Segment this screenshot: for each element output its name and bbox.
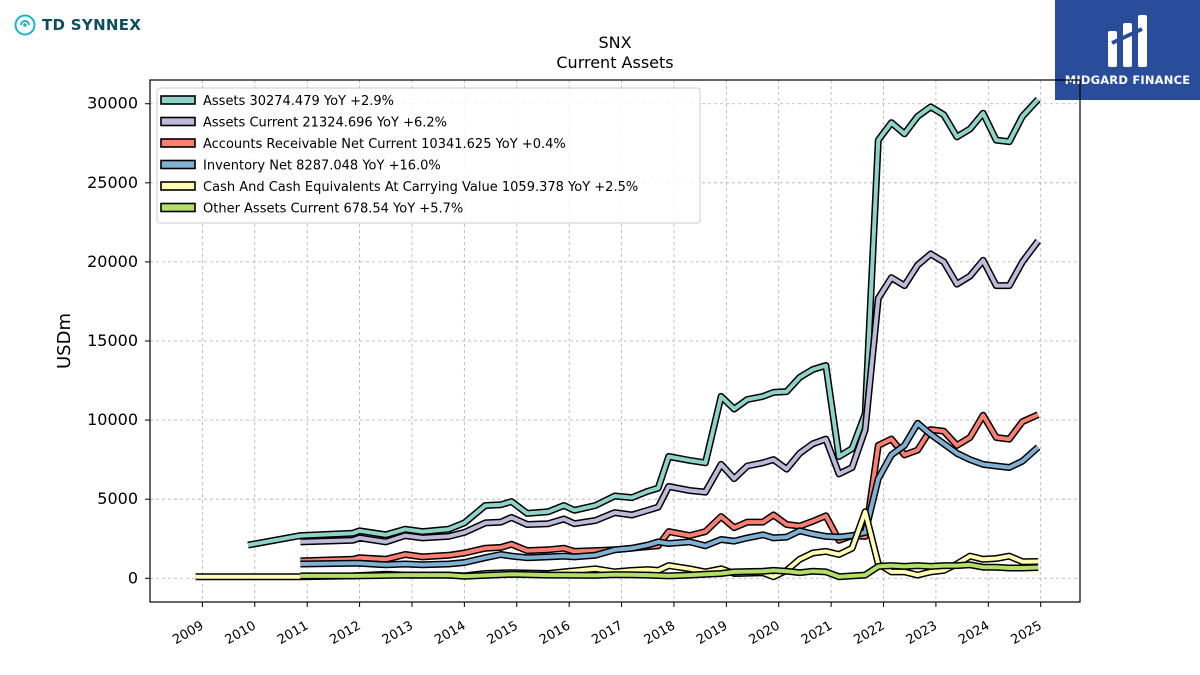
legend-label: Inventory Net 8287.048 YoY +16.0%: [203, 159, 441, 174]
legend-label: Accounts Receivable Net Current 10341.62…: [203, 137, 566, 152]
x-tick-label: 2020: [747, 618, 783, 648]
y-tick-label: 30000: [87, 94, 138, 113]
y-axis-label: USDm: [54, 313, 75, 369]
series-line: [247, 97, 1041, 549]
legend-item: Accounts Receivable Net Current 10341.62…: [160, 137, 566, 152]
x-tick-label: 2009: [170, 618, 206, 648]
x-tick-label: 2018: [642, 618, 678, 648]
legend-item: Assets 30274.479 YoY +2.9%: [160, 94, 394, 109]
midgard-logo-icon: [1107, 15, 1147, 67]
series-line: [300, 411, 1040, 565]
series-line-stroke: [300, 421, 1040, 567]
x-tick-label: 2016: [537, 618, 573, 648]
legend-label: Assets Current 21324.696 YoY +6.2%: [203, 116, 447, 131]
x-tick-label: 2010: [223, 618, 259, 648]
y-tick-label: 20000: [87, 252, 138, 271]
brand-logo: TD SYNNEX: [14, 14, 141, 36]
x-tick-label: 2013: [380, 618, 416, 648]
x-tick-label: 2015: [485, 618, 521, 648]
legend-item: Cash And Cash Equivalents At Carrying Va…: [160, 180, 638, 195]
legend: Assets 30274.479 YoY +2.9% Assets Current…: [156, 87, 701, 224]
badge-name: MIDGARD FINANCE: [1064, 73, 1191, 87]
series-line-stroke: [300, 562, 1039, 579]
legend-label: Assets 30274.479 YoY +2.9%: [203, 94, 394, 109]
legend-swatch: [160, 116, 196, 127]
x-tick-label: 2021: [799, 618, 835, 648]
legend-swatch: [160, 159, 196, 170]
x-tick-label: 2023: [904, 618, 940, 648]
y-axis: 0 5000 10000 15000 20000 25000 30000: [87, 94, 150, 587]
series-line: [300, 238, 1041, 546]
x-tick-label: 2024: [956, 618, 992, 648]
legend-item: Other Assets Current 678.54 YoY +5.7%: [160, 202, 463, 217]
x-tick-label: 2017: [589, 618, 625, 648]
legend-box: [156, 87, 701, 224]
series-layer: [195, 97, 1041, 581]
legend-item: Assets Current 21324.696 YoY +6.2%: [160, 116, 447, 131]
legend-label: Cash And Cash Equivalents At Carrying Va…: [203, 180, 638, 195]
chart-title: SNX: [598, 33, 631, 52]
y-tick-label: 5000: [97, 489, 138, 508]
x-tick-label: 2012: [327, 618, 363, 648]
x-tick-label: 2025: [1009, 618, 1045, 648]
series-line: [300, 419, 1041, 569]
series-line-stroke: [247, 98, 1040, 548]
brand-name: TD SYNNEX: [42, 16, 142, 34]
legend-item: Inventory Net 8287.048 YoY +16.0%: [160, 159, 441, 174]
y-tick-label: 0: [128, 568, 138, 587]
series-line-stroke: [300, 239, 1040, 544]
x-tick-label: 2022: [851, 618, 887, 648]
series-line-outline: [300, 238, 1041, 546]
legend-swatch: [160, 95, 196, 105]
x-axis: 2009 2010 2011 2012 2013 2014 2015 2016 2017 2018…: [170, 602, 1045, 648]
chart-subtitle: Current Assets: [556, 53, 673, 72]
y-tick-label: 10000: [87, 410, 138, 429]
legend-swatch: [160, 138, 196, 148]
legend-swatch: [160, 181, 196, 191]
legend-swatch: [160, 202, 196, 213]
x-tick-label: 2014: [432, 618, 468, 648]
legend-label: Other Assets Current 678.54 YoY +5.7%: [203, 202, 463, 217]
y-tick-label: 25000: [87, 173, 138, 192]
series-line-stroke: [300, 412, 1039, 563]
midgard-badge: MIDGARD FINANCE: [1055, 0, 1200, 100]
td-synnex-logo-icon: [14, 14, 36, 36]
x-tick-label: 2019: [694, 618, 730, 648]
series-line: [300, 561, 1039, 581]
x-tick-label: 2011: [275, 618, 311, 648]
y-tick-label: 15000: [87, 331, 138, 350]
